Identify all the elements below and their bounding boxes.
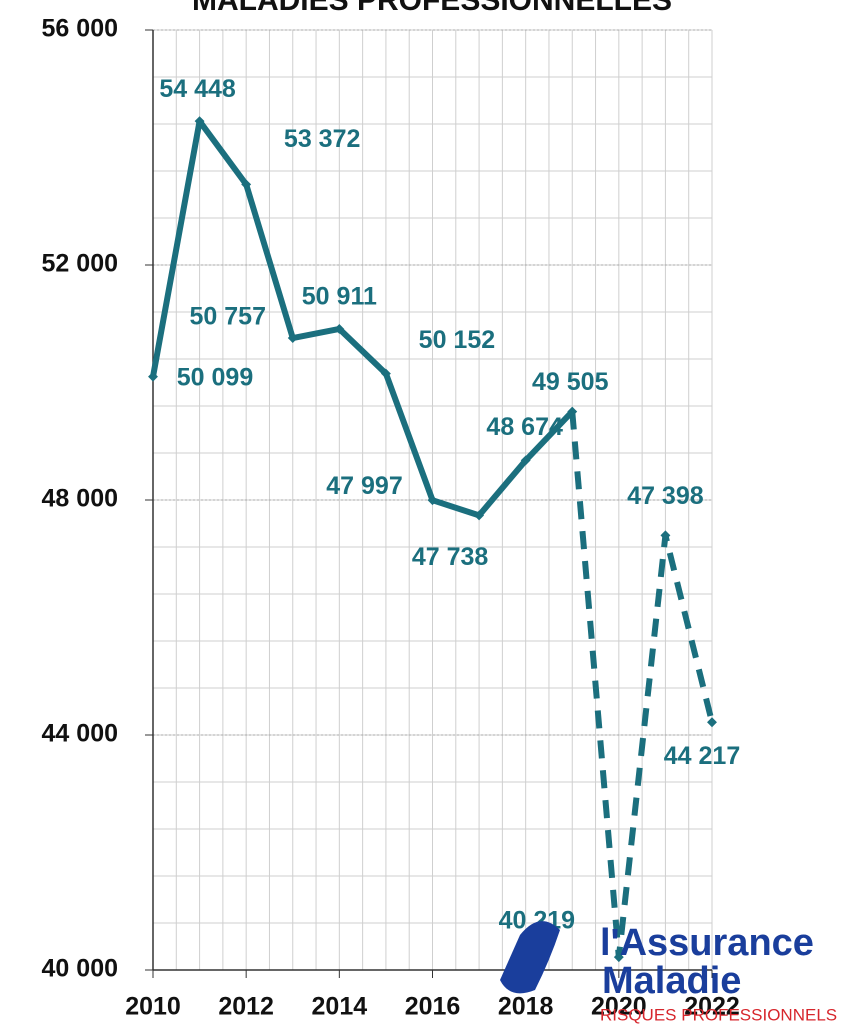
point [427, 495, 438, 506]
point [194, 116, 205, 127]
data-label: 50 099 [177, 363, 253, 391]
data-label: 54 448 [159, 75, 236, 103]
data-label: 48 674 [486, 413, 563, 441]
chart-title: MALADIES PROFESSIONNELLES [192, 0, 672, 17]
point [241, 179, 252, 190]
x-tick-label: 2022 [684, 993, 740, 1021]
x-tick-label: 2010 [125, 993, 181, 1021]
point [287, 333, 298, 343]
x-tick-label: 2014 [312, 993, 368, 1021]
data-label: 49 505 [532, 368, 609, 396]
line-solid [150, 118, 575, 519]
logo-text: Maladie [602, 960, 741, 1002]
data-label: 47 738 [412, 543, 489, 571]
data-label: 53 372 [284, 125, 360, 153]
point [148, 371, 158, 382]
x-tick-label: 2018 [498, 993, 554, 1021]
x-tick-label: 2020 [591, 993, 647, 1021]
data-label: 50 911 [302, 283, 377, 311]
data-label: 47 398 [627, 482, 704, 510]
logo: l'Assurance Maladie RISQUES PROFESSIONNE… [500, 921, 837, 1024]
point [707, 717, 717, 728]
point [613, 952, 624, 963]
point [520, 455, 531, 466]
data-label: 50 152 [419, 326, 495, 354]
y-tick-label: 56 000 [42, 15, 118, 43]
y-tick-label: 40 000 [42, 955, 118, 983]
point [334, 324, 345, 334]
x-tick-label: 2012 [218, 993, 274, 1021]
marks: 50 099 54 448 53 372 50 757 50 911 50 152 47 9… [148, 75, 740, 963]
data-label: 50 757 [190, 303, 266, 331]
grid: 40 000 44 000 48 000 52 000 56 000 2010 2012 20… [42, 15, 740, 1021]
logo-icon [500, 921, 560, 994]
logo-text: RISQUES PROFESSIONNELS [600, 1005, 837, 1024]
data-label: 47 997 [326, 472, 402, 500]
y-tick-label: 44 000 [42, 720, 118, 748]
y-tick-label: 48 000 [42, 485, 118, 513]
x-tick-label: 2016 [405, 993, 461, 1021]
point [380, 368, 391, 379]
logo-text: l'Assurance [600, 922, 814, 964]
data-label: 44 217 [664, 742, 740, 770]
point [567, 406, 578, 417]
y-tick-label: 52 000 [42, 250, 118, 278]
point [660, 530, 671, 541]
line-dashed [569, 411, 715, 961]
